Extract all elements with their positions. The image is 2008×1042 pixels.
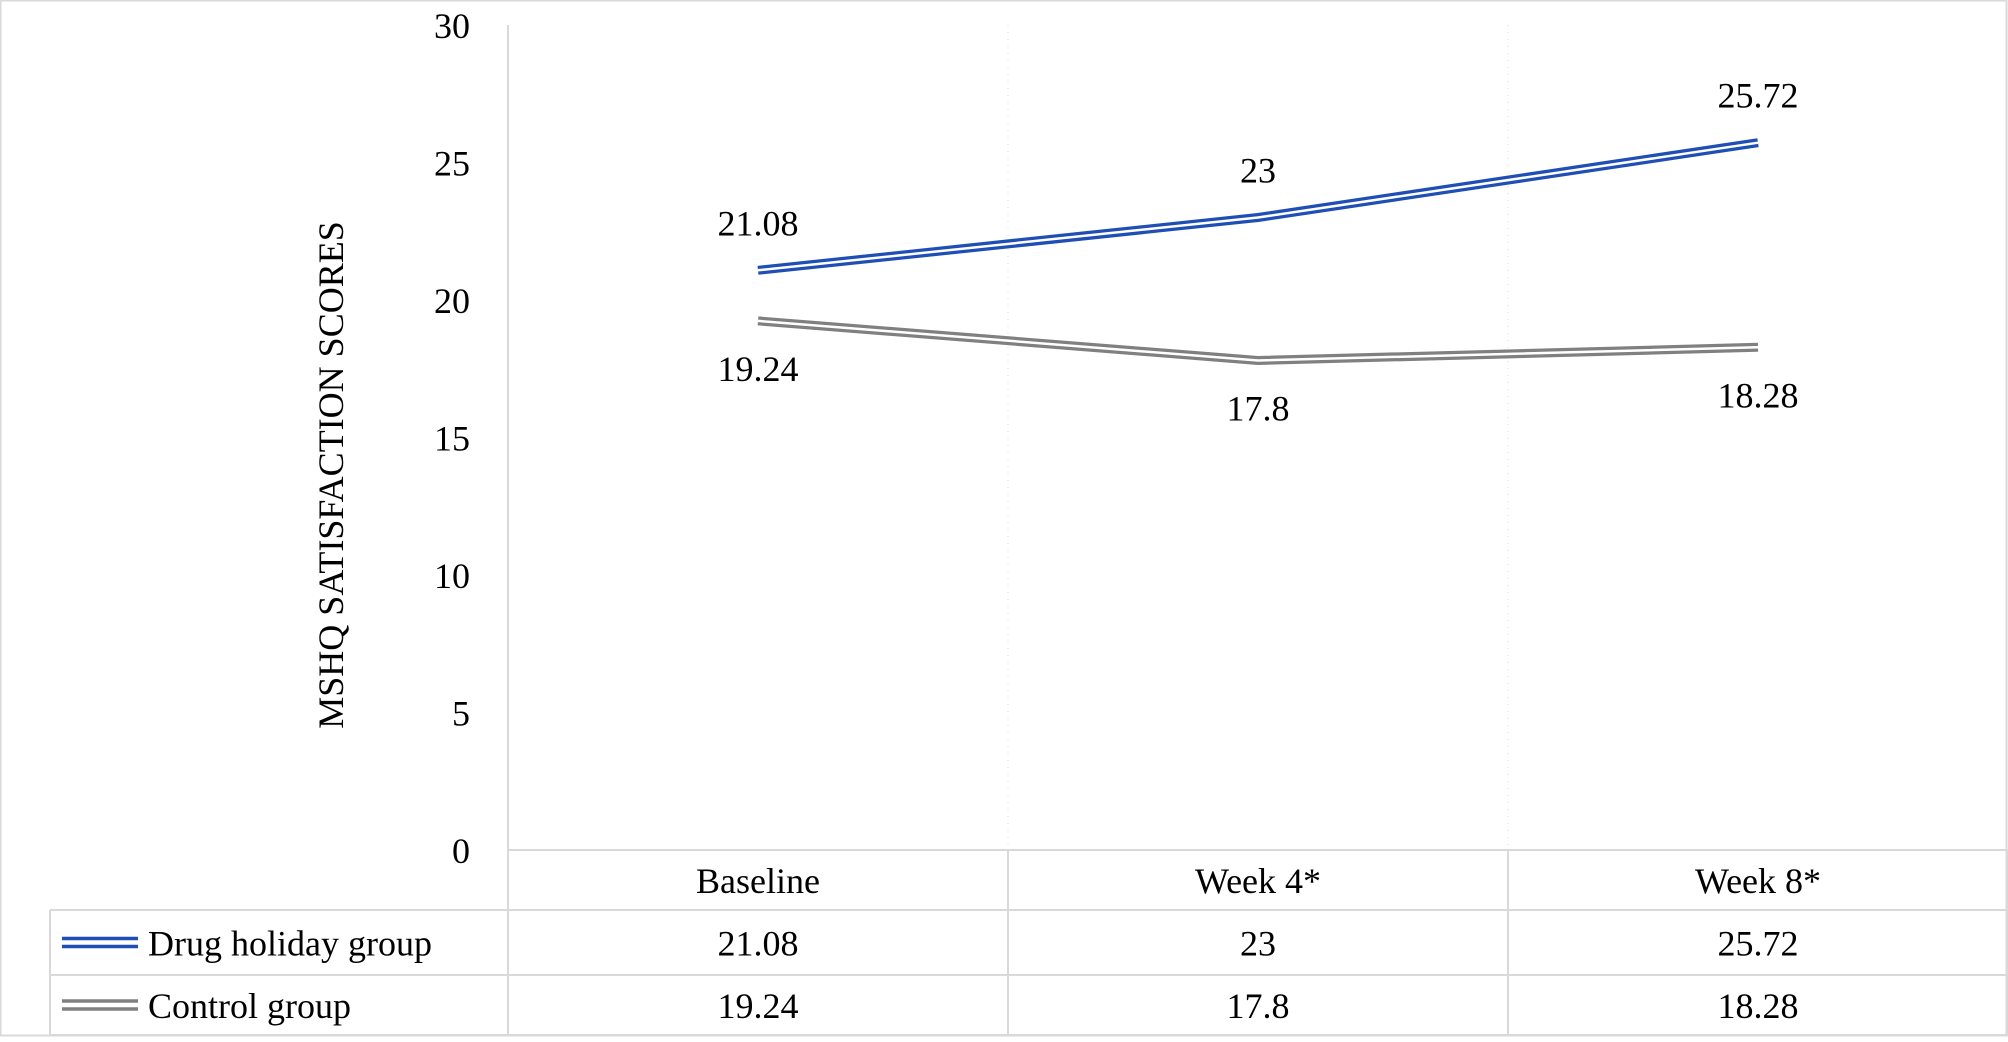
series-layer (757, 138, 1759, 365)
data-label: 18.28 (1718, 375, 1799, 415)
series-line-core (757, 141, 1759, 272)
data-label: 17.8 (1227, 389, 1290, 429)
data-label-layer: 21.08 23 25.72 19.24 17.8 18.28 (718, 76, 1799, 429)
data-label: 23 (1240, 151, 1276, 191)
axis-layer: 0 5 10 15 20 25 30 (434, 6, 509, 871)
table-cell: 17.8 (1227, 986, 1290, 1026)
y-tick-label: 25 (434, 144, 470, 184)
y-tick-label: 0 (452, 831, 470, 871)
data-label: 25.72 (1718, 76, 1799, 116)
y-tick-label: 20 (434, 281, 470, 321)
legend-label: Drug holiday group (148, 924, 432, 964)
data-label: 19.24 (718, 349, 799, 389)
category-label: Week 4* (1195, 861, 1321, 901)
data-label: 21.08 (718, 203, 799, 243)
y-axis-title: MSHQ SATISFACTION SCORES (311, 221, 351, 728)
category-label: Baseline (696, 861, 820, 901)
table-cell: 25.72 (1718, 924, 1799, 964)
data-table: Baseline Week 4* Week 8* Drug holiday group… (49, 849, 2008, 1036)
y-tick-label: 10 (434, 556, 470, 596)
y-tick-label: 5 (452, 694, 470, 734)
category-label: Week 8* (1695, 861, 1821, 901)
table-cell: 23 (1240, 924, 1276, 964)
y-tick-label: 15 (434, 419, 470, 459)
table-cell: 21.08 (718, 924, 799, 964)
y-tick-label: 30 (434, 6, 470, 46)
table-cell: 18.28 (1718, 986, 1799, 1026)
series-line-core (757, 319, 1759, 362)
legend-label: Control group (148, 986, 351, 1026)
table-cell: 19.24 (718, 986, 799, 1026)
